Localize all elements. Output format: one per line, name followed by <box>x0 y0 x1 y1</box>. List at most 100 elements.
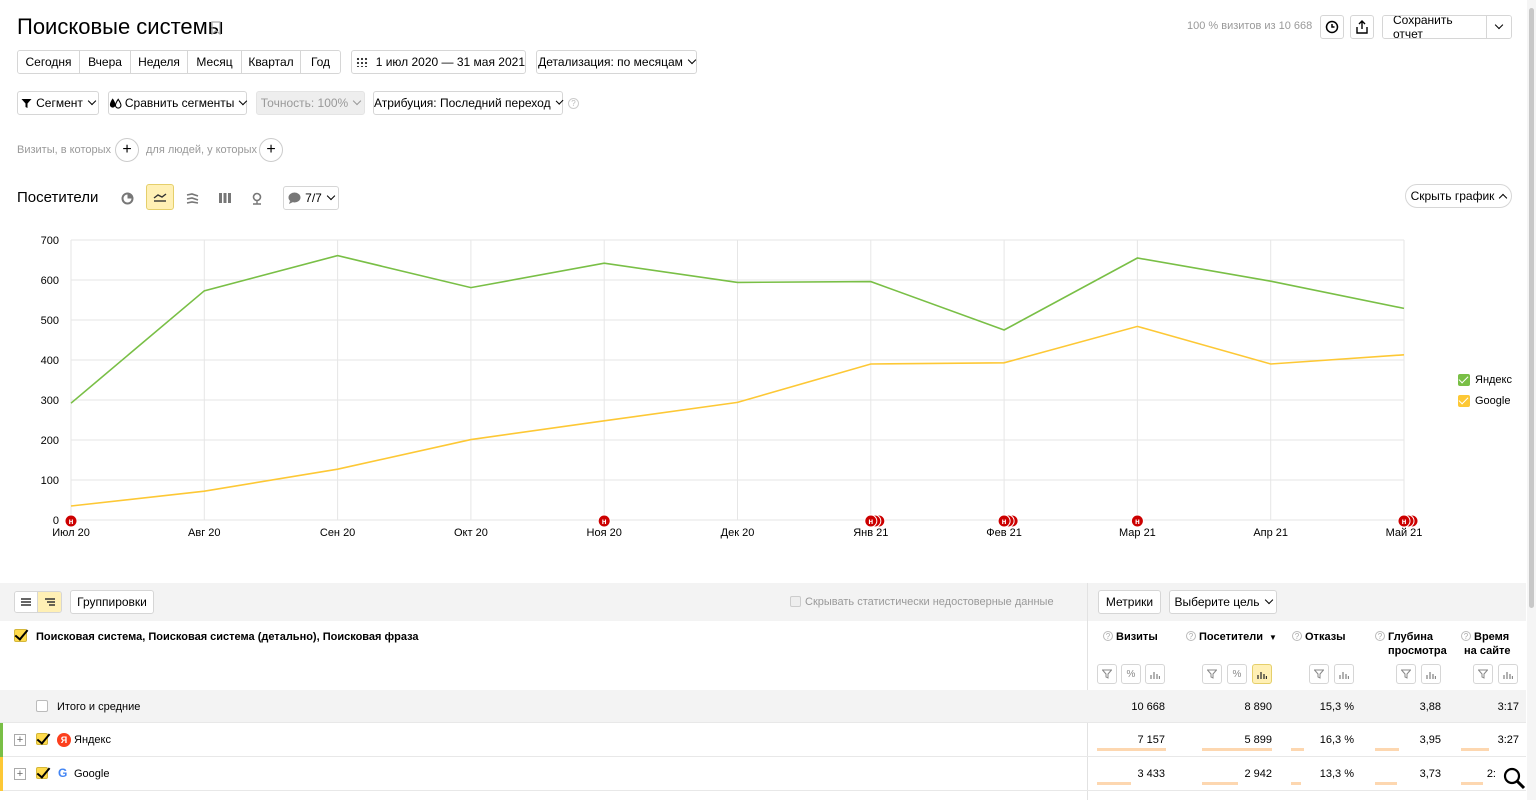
dimension-header[interactable]: Поисковая система, Поисковая система (де… <box>36 631 419 643</box>
row-label[interactable]: Google <box>74 768 110 780</box>
depth-bar <box>1375 782 1397 785</box>
attribution-help-icon[interactable]: ? <box>568 98 579 109</box>
export-button[interactable] <box>1350 15 1374 39</box>
bounces-filter-button[interactable] <box>1309 664 1329 684</box>
table-row[interactable]: + G Google 3 433 2 942 13,3 % 3,73 2: <box>0 757 1526 791</box>
attribution-dropdown[interactable]: Атрибуция: Последний переход <box>373 91 564 115</box>
expand-button[interactable]: + <box>14 734 26 746</box>
y-tick-label: 400 <box>41 355 59 367</box>
col-title-visitors: Посетители <box>1199 631 1263 643</box>
col-header-visitors[interactable]: ? Посетители ▼ <box>1186 630 1277 645</box>
col-header-bounces[interactable]: ? Отказы <box>1292 630 1346 644</box>
col-header-visits[interactable]: ? Визиты <box>1103 630 1158 644</box>
row-checkbox[interactable] <box>36 767 48 779</box>
time-filter-button[interactable] <box>1473 664 1493 684</box>
table-row[interactable]: + Я Яндекс 7 157 5 899 16,3 % 3,95 3:27 <box>0 723 1526 757</box>
area-chart-button[interactable] <box>178 185 206 211</box>
tree-view-button[interactable] <box>38 592 61 612</box>
annotation-marker-label: н <box>602 517 607 526</box>
visitors-percent-button[interactable]: % <box>1227 664 1247 684</box>
row-label[interactable]: Яндекс <box>74 734 111 746</box>
pie-chart-button[interactable] <box>113 185 141 211</box>
chart-title: Посетители <box>17 189 99 206</box>
legend-checkbox-google[interactable] <box>1458 395 1470 407</box>
detail-dropdown[interactable]: Детализация: по месяцам <box>536 50 697 74</box>
x-tick-label: Дек 20 <box>721 527 755 539</box>
accuracy-label: Точность: 100% <box>260 96 349 110</box>
percent-icon: % <box>1126 668 1136 680</box>
visits-percent-button[interactable]: % <box>1121 664 1141 684</box>
yandex-logo-icon: Я <box>57 733 71 747</box>
chevron-down-icon <box>555 96 564 106</box>
expand-button[interactable]: + <box>14 768 26 780</box>
bar-chart-button[interactable] <box>211 185 239 211</box>
visits-filter-button[interactable] <box>1097 664 1117 684</box>
flat-view-button[interactable] <box>15 592 38 612</box>
x-tick-label: Мар 21 <box>1119 527 1156 539</box>
x-tick-label: Ноя 20 <box>587 527 622 539</box>
compare-segments-button[interactable]: Сравнить сегменты <box>108 91 248 115</box>
x-tick-label: Янв 21 <box>853 527 888 539</box>
legend-item-google[interactable]: Google <box>1458 395 1510 407</box>
detail-label: Детализация: по месяцам <box>538 55 683 69</box>
help-icon[interactable]: ? <box>1103 631 1113 641</box>
visitors-bars-button[interactable] <box>1252 664 1272 684</box>
save-report-button[interactable]: Сохранить отчет <box>1383 16 1487 38</box>
cell-time: 3:27 <box>1497 734 1519 746</box>
hide-chart-button[interactable]: Скрыть график <box>1405 184 1512 208</box>
depth-bars-button[interactable] <box>1421 664 1441 684</box>
bounces-bars-button[interactable] <box>1334 664 1354 684</box>
col-title-time: Время <box>1474 631 1510 643</box>
period-month[interactable]: Месяц <box>188 51 242 73</box>
choose-goal-dropdown[interactable]: Выберите цель <box>1169 590 1277 614</box>
bars-icon <box>1150 671 1160 679</box>
col-title-time-2: на сайте <box>1464 645 1511 657</box>
scrollbar[interactable] <box>1527 0 1536 800</box>
scrollbar-thumb[interactable] <box>1529 8 1534 608</box>
depth-filter-button[interactable] <box>1396 664 1416 684</box>
period-yesterday[interactable]: Вчера <box>80 51 131 73</box>
line-chart-button[interactable] <box>146 184 174 210</box>
visitors-filter-button[interactable] <box>1202 664 1222 684</box>
totals-checkbox[interactable] <box>36 700 48 712</box>
add-people-condition-button[interactable]: + <box>259 138 283 162</box>
map-button[interactable] <box>243 185 271 211</box>
legend-item-yandex[interactable]: Яндекс <box>1458 374 1512 386</box>
accuracy-dropdown[interactable]: Точность: 100% <box>256 91 365 115</box>
add-visit-condition-button[interactable]: + <box>115 138 139 162</box>
notes-dropdown[interactable]: 7/7 <box>283 186 339 210</box>
time-bars-button[interactable] <box>1498 664 1518 684</box>
help-icon[interactable]: ? <box>1461 631 1471 641</box>
visits-bars-button[interactable] <box>1145 664 1165 684</box>
save-report-dropdown[interactable] <box>1487 16 1511 38</box>
visits-condition-label: Визиты, в которых <box>17 144 111 156</box>
legend-checkbox-yandex[interactable] <box>1458 374 1470 386</box>
annotation-marker <box>64 514 78 528</box>
period-year[interactable]: Год <box>301 51 340 73</box>
segment-button[interactable]: Сегмент <box>17 91 99 115</box>
history-button[interactable] <box>1320 15 1344 39</box>
period-quarter[interactable]: Квартал <box>242 51 301 73</box>
select-all-checkbox[interactable] <box>14 629 27 642</box>
period-today[interactable]: Сегодня <box>18 51 80 73</box>
help-icon[interactable]: ? <box>1186 631 1196 641</box>
table-view-toggle <box>14 591 62 613</box>
col-header-time[interactable]: ? Время на сайте <box>1461 630 1510 658</box>
zoom-icon[interactable] <box>1502 766 1526 790</box>
y-tick-label: 500 <box>41 315 59 327</box>
date-range-button[interactable]: 1 июл 2020 — 31 мая 2021 <box>351 50 526 74</box>
bounces-bar <box>1291 782 1301 785</box>
hide-unreliable-checkbox[interactable] <box>790 596 801 607</box>
row-checkbox[interactable] <box>36 733 48 745</box>
annotation-marker <box>597 514 611 528</box>
bookmark-icon[interactable] <box>211 21 221 36</box>
tree-list-icon <box>44 598 55 606</box>
help-icon[interactable]: ? <box>1375 631 1385 641</box>
help-icon[interactable]: ? <box>1292 631 1302 641</box>
metrics-button[interactable]: Метрики <box>1098 590 1161 614</box>
x-tick-label: Апр 21 <box>1253 527 1288 539</box>
period-week[interactable]: Неделя <box>131 51 188 73</box>
bars-icon <box>1257 671 1267 679</box>
groupings-button[interactable]: Группировки <box>70 590 154 614</box>
col-header-depth[interactable]: ? Глубина просмотра <box>1375 630 1447 658</box>
